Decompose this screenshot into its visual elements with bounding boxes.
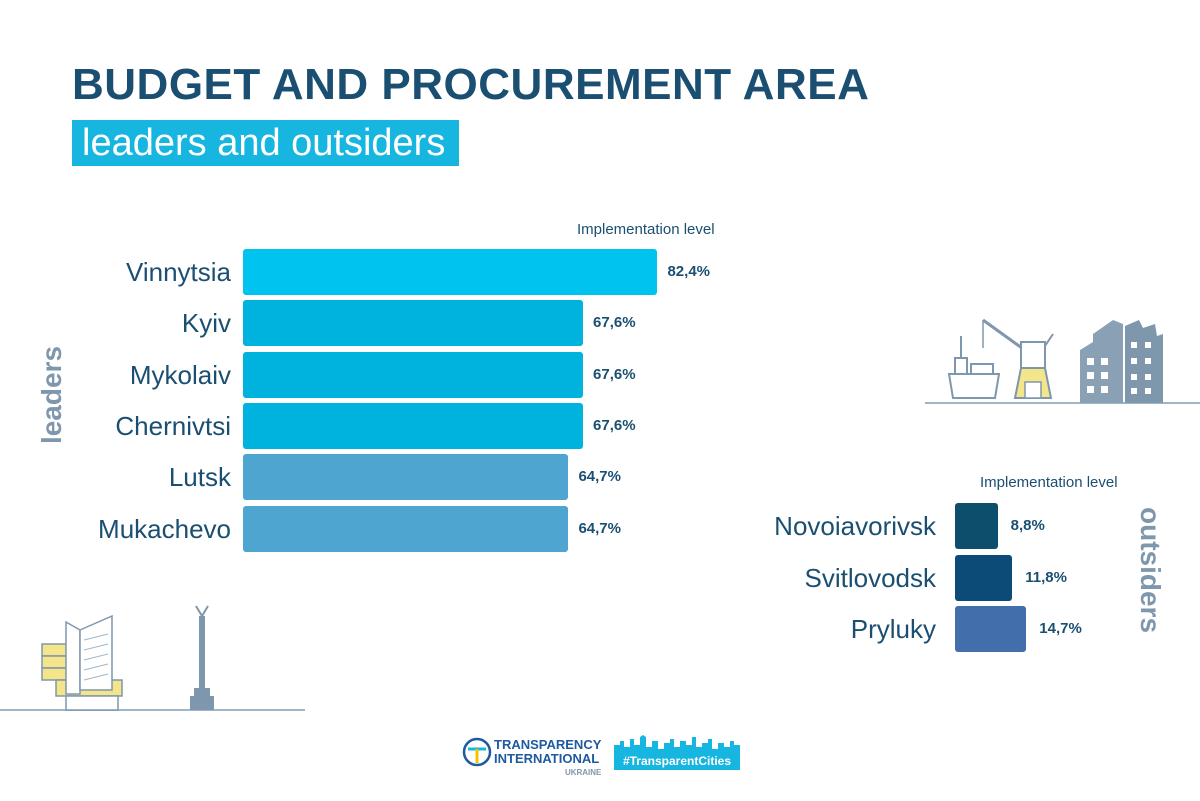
bar <box>243 454 569 501</box>
bar <box>243 505 569 552</box>
ti-line-3: UKRAINE <box>564 768 602 777</box>
ti-line-2: INTERNATIONAL <box>494 751 600 766</box>
bar <box>955 503 998 549</box>
outsiders-value-label: Implementation level <box>980 474 1118 491</box>
bar-value-label: 67,6% <box>593 314 636 332</box>
page-title: BUDGET AND PROCUREMENT AREA <box>72 60 870 109</box>
bar-category-label: Lutsk <box>168 462 231 493</box>
transparency-international-logo: TRANSPARENCY INTERNATIONAL UKRAINE <box>494 738 601 780</box>
bar-value-label: 8,8% <box>1010 517 1045 534</box>
bar-value-label: 11,8% <box>1025 568 1067 586</box>
bar-category-label: Mukachevo <box>98 513 231 544</box>
bar-category-label: Vinnytsia <box>125 257 231 287</box>
bar-value-label: 67,6% <box>593 416 636 434</box>
bar-row: Kyiv 67,6% <box>0 300 1200 347</box>
bar-row: Vinnytsia 82,4% <box>0 249 1200 295</box>
bar-value-label: 82,4% <box>667 263 711 280</box>
bar-category-label: Novoiavorivsk <box>774 511 936 541</box>
city-buildings-illustration <box>0 605 305 711</box>
bar-category-label: Chernivtsi <box>115 410 231 441</box>
bar-row: Mukachevo 64,7% <box>0 505 1200 552</box>
bar-category-label: Mykolaiv <box>129 359 231 390</box>
bar-row: Svitlovodsk 11,8% <box>0 554 1200 601</box>
bar-category-label: Pryluky <box>850 614 936 644</box>
bar-value-label: 67,6% <box>593 365 636 383</box>
bar-category-label: Kyiv <box>181 308 231 339</box>
transparency-international-logo-icon <box>462 737 492 767</box>
bar-row: Mykolaiv 67,6% <box>0 351 1200 398</box>
leaders-value-label: Implementation level <box>577 221 715 238</box>
bar-value-label: 64,7% <box>578 468 621 486</box>
bar <box>955 606 1027 652</box>
ti-line-1: TRANSPARENCY <box>494 737 602 752</box>
bar-row: Chernivtsi 67,6% <box>0 402 1200 449</box>
bar <box>243 402 584 449</box>
bar <box>955 554 1013 601</box>
transparent-cities-logo: #TransparentCities <box>614 752 740 770</box>
bar-value-label: 14,7% <box>1039 620 1082 637</box>
bar-row: Lutsk 64,7% <box>0 454 1200 501</box>
port-buildings-illustration <box>925 318 1200 404</box>
page-subtitle: leaders and outsiders <box>72 120 460 166</box>
bar <box>243 351 584 398</box>
bar <box>243 300 584 347</box>
bar <box>243 249 658 295</box>
transparent-cities-skyline-icon <box>614 735 740 753</box>
bar-value-label: 64,7% <box>578 519 621 537</box>
bar-row: Novoiavorivsk 8,8% <box>0 503 1200 549</box>
bar-row: Pryluky 14,7% <box>0 606 1200 652</box>
bar-category-label: Svitlovodsk <box>804 562 937 593</box>
